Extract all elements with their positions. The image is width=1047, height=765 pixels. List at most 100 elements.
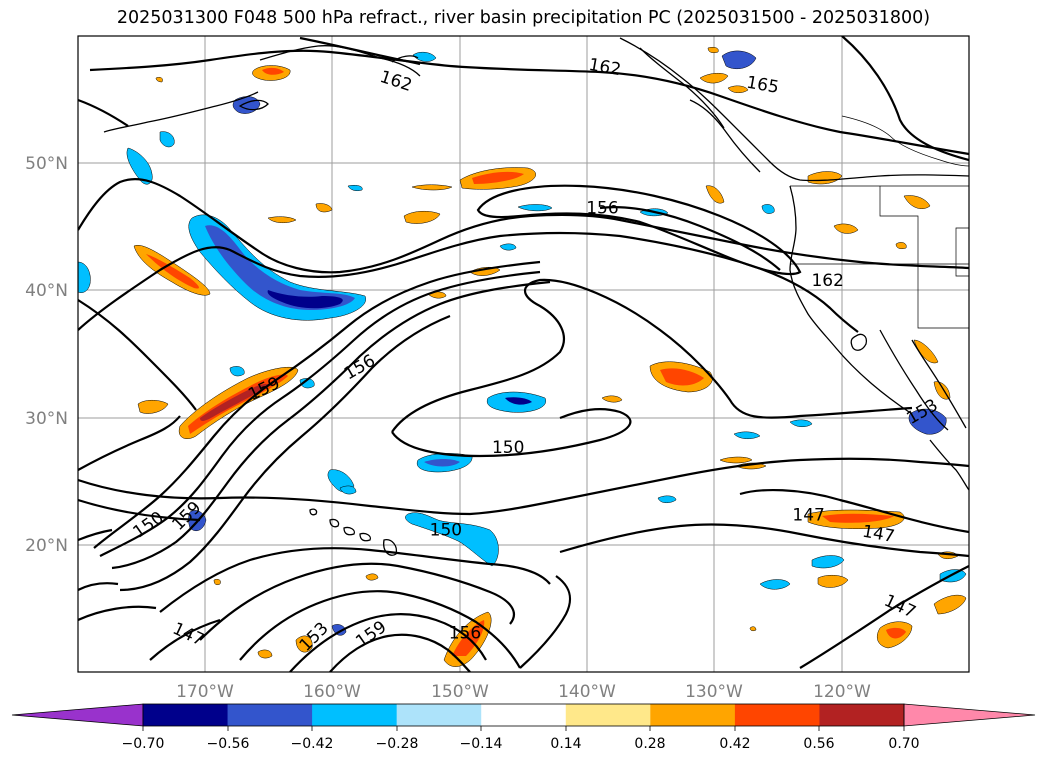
- lon-label: 120°W: [813, 682, 871, 702]
- colorbar-segment: [396, 704, 482, 726]
- colorbar-segment: [565, 704, 651, 726]
- precip-pc-shading: [78, 46, 967, 667]
- colorbar-segments: [143, 704, 905, 726]
- positive-anomaly-area: [833, 223, 859, 234]
- contour-label: 150: [430, 521, 462, 541]
- chart-title: 2025031300 F048 500 hPa refract., river …: [116, 8, 931, 28]
- positive-anomaly-area: [411, 184, 453, 191]
- contour-label: 147: [792, 505, 824, 525]
- negative-anomaly-area: [505, 397, 532, 405]
- colorbar-tick-label: 0.14: [550, 736, 581, 752]
- positive-anomaly-area: [146, 254, 199, 289]
- negative-anomaly-area: [78, 261, 91, 293]
- longitude-labels: 170°W 160°W 150°W 140°W 130°W 120°W: [176, 682, 871, 702]
- colorbar-tick-label: 0.56: [803, 736, 834, 752]
- negative-anomaly-area: [267, 290, 343, 309]
- negative-anomaly-area: [733, 431, 761, 439]
- positive-anomaly-area: [601, 395, 623, 403]
- negative-anomaly-area: [229, 366, 245, 377]
- negative-anomaly-area: [126, 147, 153, 185]
- refractivity-contours: [78, 36, 969, 672]
- colorbar-tick-label: −0.14: [460, 736, 503, 752]
- lon-label: 130°W: [685, 682, 743, 702]
- positive-anomaly-area: [315, 203, 333, 213]
- colorbar-tick-label: −0.56: [207, 736, 250, 752]
- positive-anomaly-area: [295, 635, 313, 653]
- negative-anomaly-area: [721, 50, 757, 69]
- colorbar-frame: [142, 703, 905, 727]
- colorbar-segment: [227, 704, 313, 726]
- negative-anomaly-area: [424, 459, 460, 467]
- colorbar-tick-label: −0.70: [122, 736, 165, 752]
- colorbar-segment: [650, 704, 736, 726]
- contour-label: 162: [811, 271, 843, 291]
- positive-anomaly-area: [137, 400, 169, 414]
- colorbar-segment: [312, 704, 398, 726]
- positive-anomaly-area: [727, 85, 749, 93]
- negative-anomaly-area: [299, 378, 315, 389]
- positive-anomaly-area: [403, 211, 441, 224]
- positive-anomaly-area: [267, 216, 297, 223]
- positive-anomaly-area: [213, 578, 221, 586]
- coastlines: [103, 37, 969, 556]
- colorbar-segment: [819, 704, 905, 726]
- colorbar-segment: [734, 704, 820, 726]
- positive-anomaly-area: [749, 626, 757, 632]
- positive-anomaly-area: [707, 46, 719, 54]
- lat-label: 40°N: [25, 281, 68, 301]
- negative-anomaly-area: [761, 204, 775, 214]
- positive-anomaly-area: [933, 594, 967, 615]
- map-frame: [77, 35, 970, 673]
- lon-label: 150°W: [431, 682, 489, 702]
- positive-anomaly-area: [817, 575, 849, 588]
- positive-anomaly-area: [705, 185, 725, 204]
- negative-anomaly-area: [499, 243, 517, 251]
- negative-anomaly-area: [339, 485, 357, 495]
- negative-anomaly-area: [657, 495, 677, 503]
- gridlines: [78, 36, 969, 672]
- lat-label: 50°N: [25, 154, 68, 174]
- lon-label: 140°W: [558, 682, 616, 702]
- colorbar-under-triangle: [11, 703, 144, 727]
- latitude-labels: 50°N 40°N 30°N 20°N: [25, 154, 68, 556]
- negative-anomaly-area: [789, 419, 813, 427]
- colorbar-tick-label: 0.70: [888, 736, 919, 752]
- lat-label: 30°N: [25, 409, 68, 429]
- colorbar-tick-label: −0.28: [376, 736, 419, 752]
- lon-label: 160°W: [303, 682, 361, 702]
- negative-anomaly-area: [405, 512, 499, 567]
- negative-anomaly-area: [517, 204, 553, 212]
- positive-anomaly-area: [155, 76, 163, 83]
- negative-anomaly-area: [759, 579, 791, 590]
- positive-anomaly-area: [895, 242, 907, 250]
- colorbar-segment: [143, 704, 229, 726]
- positive-anomaly-area: [719, 456, 753, 464]
- state-borders: [790, 115, 969, 329]
- positive-anomaly-area: [903, 195, 931, 209]
- negative-anomaly-area: [331, 624, 347, 636]
- colorbar-tick-label: 0.28: [634, 736, 665, 752]
- colorbar-over-triangle: [903, 703, 1036, 727]
- positive-anomaly-area: [365, 573, 379, 581]
- contour-label: 150: [492, 438, 524, 458]
- negative-anomaly-area: [347, 184, 363, 192]
- colorbar-segment: [481, 704, 567, 726]
- positive-anomaly-area: [886, 627, 906, 639]
- negative-anomaly-area: [811, 555, 845, 569]
- positive-anomaly-area: [822, 513, 894, 523]
- contour-label: 156: [586, 199, 618, 219]
- positive-anomaly-area: [699, 73, 729, 84]
- colorbar-tick-label: 0.42: [719, 736, 750, 752]
- positive-anomaly-area: [660, 368, 704, 386]
- contour-label: 156: [449, 624, 481, 644]
- colorbar: −0.70 −0.56 −0.42 −0.28 −0.14 0.14 0.28 0.42 0.5…: [11, 703, 1036, 752]
- lon-label: 170°W: [176, 682, 234, 702]
- negative-anomaly-area: [159, 131, 175, 148]
- lat-label: 20°N: [25, 536, 68, 556]
- positive-anomaly-area: [262, 67, 284, 75]
- positive-anomaly-area: [472, 171, 524, 184]
- negative-anomaly-area: [412, 51, 437, 62]
- colorbar-ticks: −0.70 −0.56 −0.42 −0.28 −0.14 0.14 0.28 0.42 0.5…: [122, 726, 920, 752]
- positive-anomaly-area: [200, 383, 269, 421]
